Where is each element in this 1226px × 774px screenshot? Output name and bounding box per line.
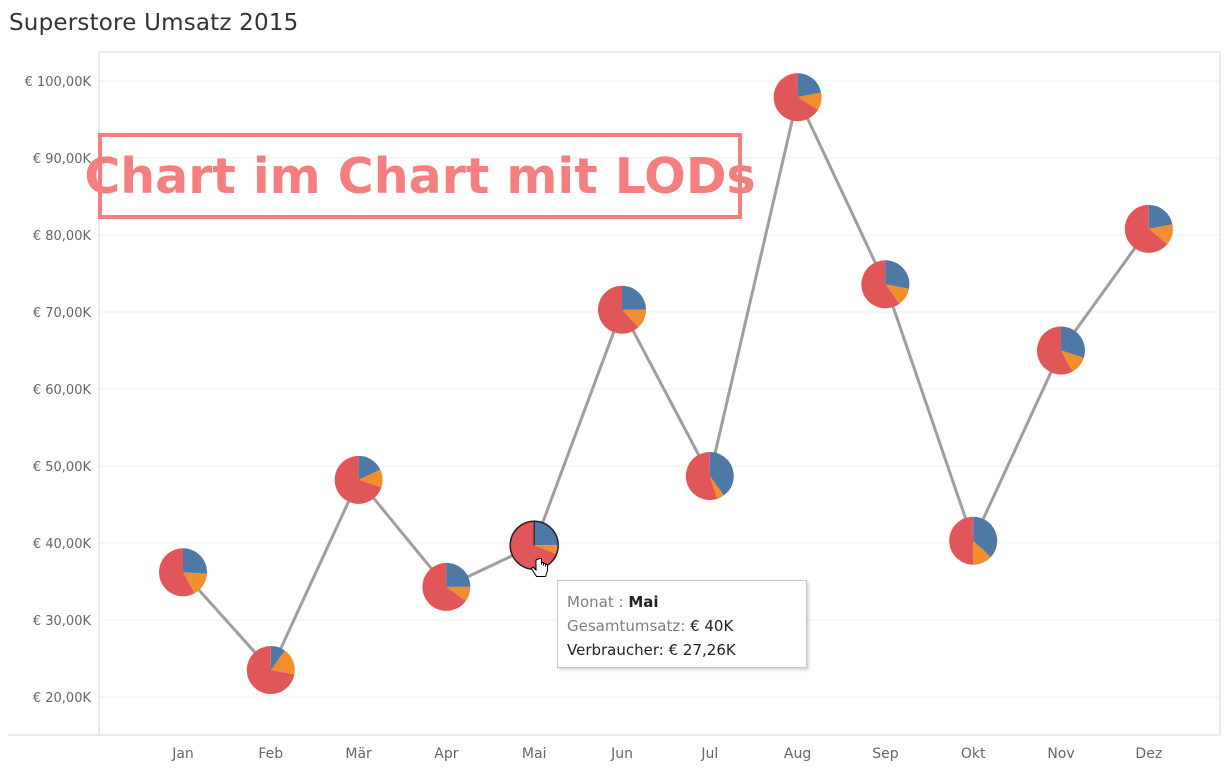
pie-slice [183,572,207,594]
pie-slice [510,521,557,570]
x-tick-label: Jul [700,746,718,762]
pie-slice [622,309,646,328]
pie-slice [422,562,466,611]
tooltip-month-row: Monat : Mai [567,590,797,614]
x-tick-label: Nov [1047,746,1074,762]
pie-slice [885,284,909,304]
pie-marker [246,646,295,695]
pie-marker [422,562,471,611]
pie-slice [446,562,471,587]
tooltip-total-row: Gesamtumsatz: € 40K [567,614,797,638]
pie-slice [534,545,559,555]
tooltip-consumer-label: Verbraucher: [567,641,664,659]
pie-marker [773,73,822,122]
pie-marker [1124,204,1173,253]
pie-slice [773,73,818,122]
pie-slice [797,73,822,98]
pie-slice [973,540,991,565]
tooltip-total-value: € 40K [690,617,734,635]
pie-marker [509,520,559,571]
pie-slice [159,548,195,597]
pie-slice [270,650,295,675]
tooltip: Monat : Mai Gesamtumsatz: € 40K Verbrauc… [557,580,807,668]
y-tick-label: € 100,00K [25,75,92,90]
pie-slice [270,646,285,671]
pie-slice [861,260,900,309]
pie-slice [183,548,207,574]
tooltip-total-label: Gesamtumsatz: [567,617,686,635]
y-tick-label: € 70,00K [33,306,92,321]
x-tick-label: Apr [434,746,458,762]
pie-slice [1148,204,1173,229]
pie-slice [973,516,998,558]
pie-slice [1148,224,1173,245]
y-tick-label: € 40,00K [33,537,92,552]
x-tick-label: Mär [345,746,372,762]
banner-box: Chart im Chart mit LODs [84,133,756,219]
y-tick-label: € 60,00K [33,383,92,398]
y-tick-label: € 30,00K [33,614,92,629]
pie-slice [446,586,471,601]
x-tick-label: Feb [258,746,283,762]
y-tick-label: € 90,00K [33,152,92,167]
pie-slice [1124,204,1168,253]
pie-marker [598,285,646,334]
pie-slice [1061,326,1085,358]
tooltip-consumer-value: € 27,26K [668,641,736,659]
x-tick-label: Dez [1135,746,1162,762]
banner-text: Chart im Chart mit LODs [84,147,756,205]
pie-slice [885,260,910,289]
pie-slice [1061,350,1084,372]
pie-slice [358,469,383,488]
y-tick-label: € 50,00K [33,460,92,475]
pie-slice [358,455,381,480]
tooltip-month-label: Monat : [567,593,624,611]
y-tick-label: € 80,00K [33,229,92,244]
hand-cursor-icon [530,558,548,577]
pie-marker [861,260,910,309]
pie-marker [949,516,998,565]
pie-slice [622,285,646,310]
pie-slice [598,285,639,334]
pie-slice [1037,326,1073,375]
pie-slice [534,521,559,546]
pie-slice [797,92,822,111]
pie-slice [246,646,295,695]
pie-marker [1037,326,1085,375]
pie-slice [709,476,724,499]
y-tick-label: € 20,00K [33,691,92,706]
pie-marker [685,452,734,501]
x-tick-label: Aug [784,746,811,762]
x-tick-label: Okt [961,746,986,762]
tooltip-month-value: Mai [628,593,659,611]
series-line [181,95,1151,672]
pie-slice [709,452,734,496]
x-tick-label: Sep [872,746,899,762]
pie-slice [334,455,382,504]
x-tick-label: Jan [171,746,194,762]
tooltip-consumer-row: Verbraucher: € 27,26K [567,638,797,662]
pie-slice [685,452,718,501]
x-tick-label: Jun [610,746,633,762]
pie-marker [159,548,207,597]
x-tick-label: Mai [522,746,547,762]
hand-cursor-shape [530,558,548,577]
pie-marker [334,455,383,504]
chart-title: Superstore Umsatz 2015 [9,10,299,36]
pie-slice [949,516,974,565]
